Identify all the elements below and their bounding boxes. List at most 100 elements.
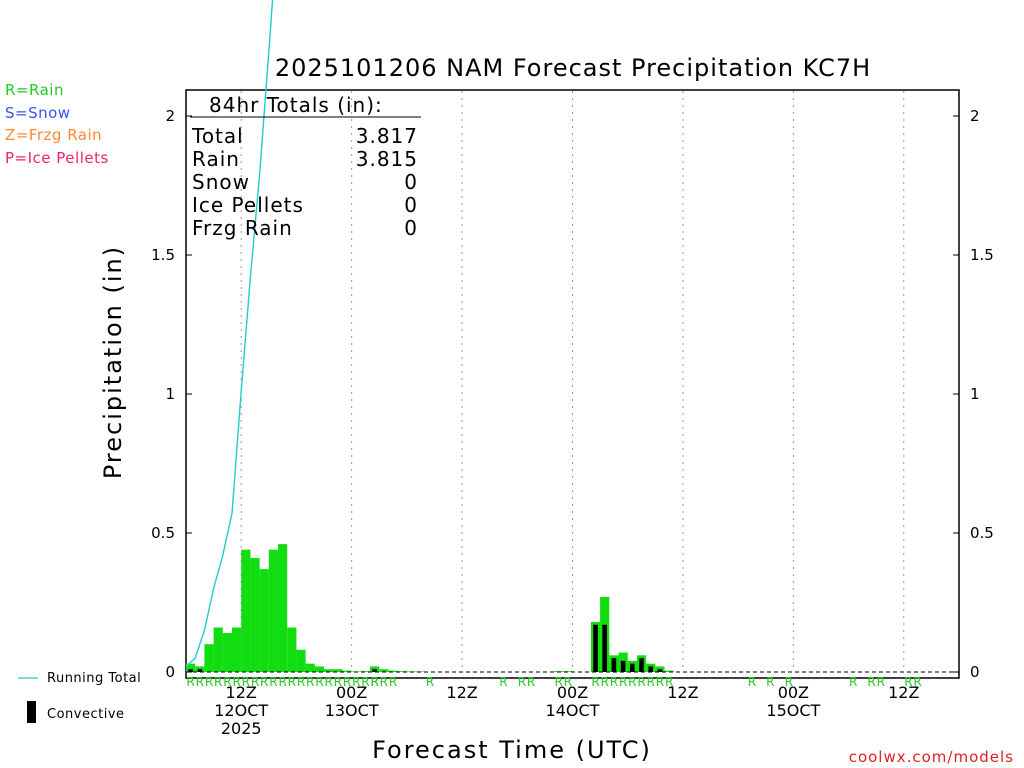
x-tick-label: 12Z [667, 683, 698, 702]
precip-type-marker: R [232, 675, 240, 689]
precip-type-marker: R [867, 675, 875, 689]
precip-type-marker: R [380, 675, 388, 689]
precip-type-marker: R [370, 675, 378, 689]
precip-type-key-item: S=Snow [5, 103, 71, 122]
totals-box: 84hr Totals (in): Total 3.817 Rain 3.815 Sno… [190, 93, 421, 240]
running-total-polyline [185, 0, 274, 667]
precip-type-marker: R [278, 675, 286, 689]
convective-bar [648, 666, 654, 672]
precip-type-marker: R [297, 675, 305, 689]
precip-bar [397, 671, 407, 672]
precip-type-marker: R [637, 675, 645, 689]
precip-bar [305, 663, 315, 672]
precip-bar [259, 569, 269, 672]
x-tick-label: 12Z [226, 683, 257, 702]
totals-row-value: 0 [404, 170, 418, 194]
precip-type-marker: R [223, 675, 231, 689]
hourly-precip-bars [186, 544, 674, 672]
precip-bar [232, 627, 242, 672]
precip-type-marker: R [288, 675, 296, 689]
totals-heading: 84hr Totals (in): [209, 93, 383, 117]
precip-type-marker: R [324, 675, 332, 689]
convective-bar [593, 624, 598, 672]
y-tick-label-right: 0 [970, 663, 980, 681]
totals-row-value: 3.817 [356, 124, 418, 148]
x-tick-label: 12Z [446, 683, 477, 702]
convective-legend-label: Convective [47, 707, 125, 722]
precip-type-marker: R [361, 675, 369, 689]
running-total-line [185, 0, 274, 667]
precip-type-marker: R [564, 675, 572, 689]
precip-type-marker: R [748, 675, 756, 689]
precip-type-marker: R [647, 675, 655, 689]
precip-type-markers: R R R R R R R R R R R R R R R R R R R R RR R R R R R R R R R R R R R R R R R R… [186, 675, 921, 689]
precip-bar [287, 627, 297, 672]
x-tick-label: 2025 [221, 719, 262, 738]
totals-row-value: 0 [404, 216, 418, 240]
convective-bar [620, 660, 626, 672]
chart-title: 2025101206 NAM Forecast Precipitation KC… [275, 54, 871, 82]
precip-type-marker: R [499, 675, 507, 689]
y-tick-label-right: 1 [970, 385, 980, 403]
precip-bar [186, 663, 196, 672]
precip-type-marker: R [849, 675, 857, 689]
convective-bar [602, 624, 608, 672]
totals-row-label: Total [191, 124, 244, 148]
precip-bar [204, 644, 214, 672]
x-axis-label: Forecast Time (UTC) [372, 736, 652, 764]
precip-bar [213, 627, 223, 672]
precip-type-marker: R [251, 675, 259, 689]
precip-type-marker: R [315, 675, 323, 689]
convective-legend-swatch [27, 701, 36, 723]
x-tick-label: 00Z [778, 683, 809, 702]
convective-bar [372, 669, 377, 672]
precip-type-marker: R [555, 675, 563, 689]
y-tick-label-right: 1.5 [970, 246, 994, 264]
precip-type-marker: R [334, 675, 342, 689]
precip-type-marker: R [527, 675, 535, 689]
convective-bar [197, 669, 203, 672]
precip-type-marker: R [619, 675, 627, 689]
precip-type-marker: R [370, 675, 378, 689]
convective-bar [657, 669, 663, 672]
precip-type-marker: R [352, 675, 360, 689]
y-tick-label: 1 [165, 385, 175, 403]
precip-type-marker: R [913, 675, 921, 689]
precip-bar [360, 671, 371, 672]
precip-type-key-item: Z=Frzg Rain [5, 126, 103, 144]
precip-type-key-item: P=Ice Pellets [5, 148, 109, 167]
x-tick-label: 12Z [888, 683, 919, 702]
totals-row-label: Snow [192, 170, 250, 194]
y-tick-label-right: 0.5 [970, 524, 994, 542]
convective-bars [188, 624, 663, 672]
precip-type-marker: R [306, 675, 314, 689]
y-tick-label: 1.5 [151, 246, 175, 264]
precip-type-marker: R [269, 675, 277, 689]
convective-bar [639, 658, 644, 672]
precip-type-marker: R [343, 675, 351, 689]
precip-bar [296, 649, 306, 672]
y-tick-label: 0.5 [151, 524, 175, 542]
precip-type-marker: R [628, 675, 636, 689]
x-tick-label: 15OCT [766, 701, 820, 720]
totals-row-label: Ice Pellets [192, 193, 304, 217]
x-tick-label: 12OCT [214, 701, 268, 720]
precip-type-marker: R [904, 675, 912, 689]
precip-bar [222, 633, 233, 672]
x-tick-label: 00Z [557, 683, 588, 702]
y-tick-label: 2 [165, 107, 175, 125]
precip-bar [278, 544, 288, 672]
totals-row-value: 0 [404, 193, 418, 217]
precip-type-marker: R [601, 675, 609, 689]
x-tick-label: 00Z [336, 683, 367, 702]
precip-type-marker: R [656, 675, 664, 689]
precip-type-marker: R [785, 675, 793, 689]
precip-type-marker: R [186, 675, 194, 689]
precip-bar [333, 669, 343, 672]
convective-bar [630, 663, 635, 672]
totals-row-value: 3.815 [356, 147, 418, 171]
precip-type-marker: R [610, 675, 618, 689]
precip-type-marker: R [426, 675, 434, 689]
